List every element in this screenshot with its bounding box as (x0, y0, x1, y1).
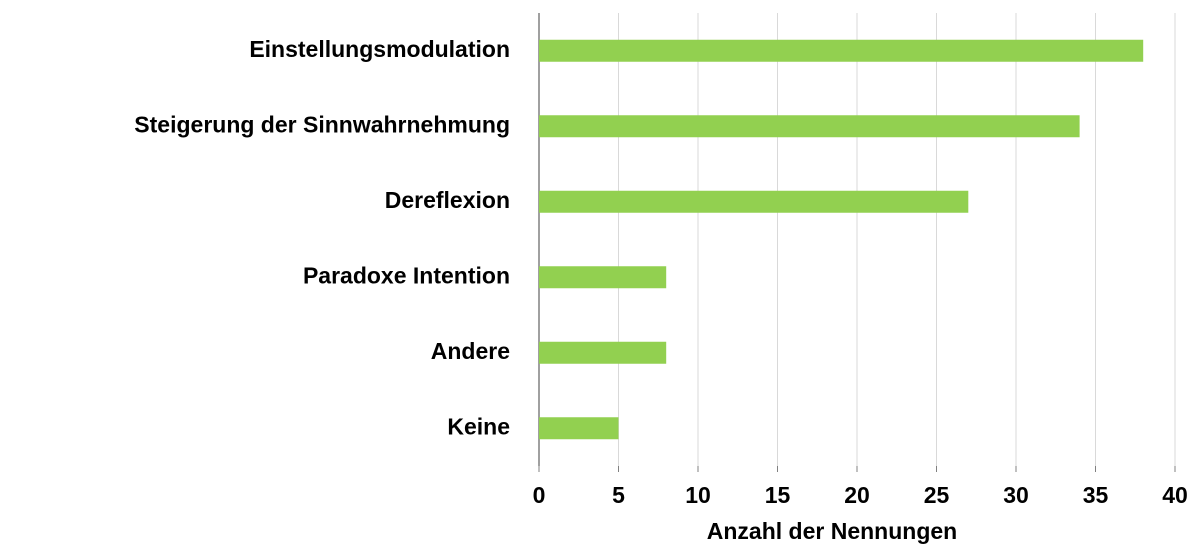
x-axis-title: Anzahl der Nennungen (707, 518, 957, 544)
bar (539, 190, 969, 213)
x-tick-label: 35 (1083, 482, 1109, 508)
x-tick-label: 0 (533, 482, 546, 508)
y-tick-label: Keine (447, 413, 510, 439)
y-tick-label: Steigerung der Sinnwahrnehmung (134, 111, 510, 137)
bar (539, 341, 667, 364)
x-tick-label: 5 (612, 482, 625, 508)
x-tick-label: 30 (1003, 482, 1029, 508)
bar (539, 417, 619, 440)
x-tick-label: 15 (765, 482, 791, 508)
y-tick-label: Andere (431, 338, 510, 364)
x-tick-label: 40 (1162, 482, 1188, 508)
y-tick-label: Einstellungsmodulation (249, 36, 510, 62)
y-tick-label: Paradoxe Intention (303, 262, 510, 288)
bar (539, 115, 1080, 138)
y-tick-label: Dereflexion (385, 187, 510, 213)
bar (539, 39, 1144, 62)
bar (539, 266, 667, 289)
x-tick-label: 25 (924, 482, 950, 508)
x-tick-label: 10 (685, 482, 711, 508)
x-tick-label: 20 (844, 482, 870, 508)
